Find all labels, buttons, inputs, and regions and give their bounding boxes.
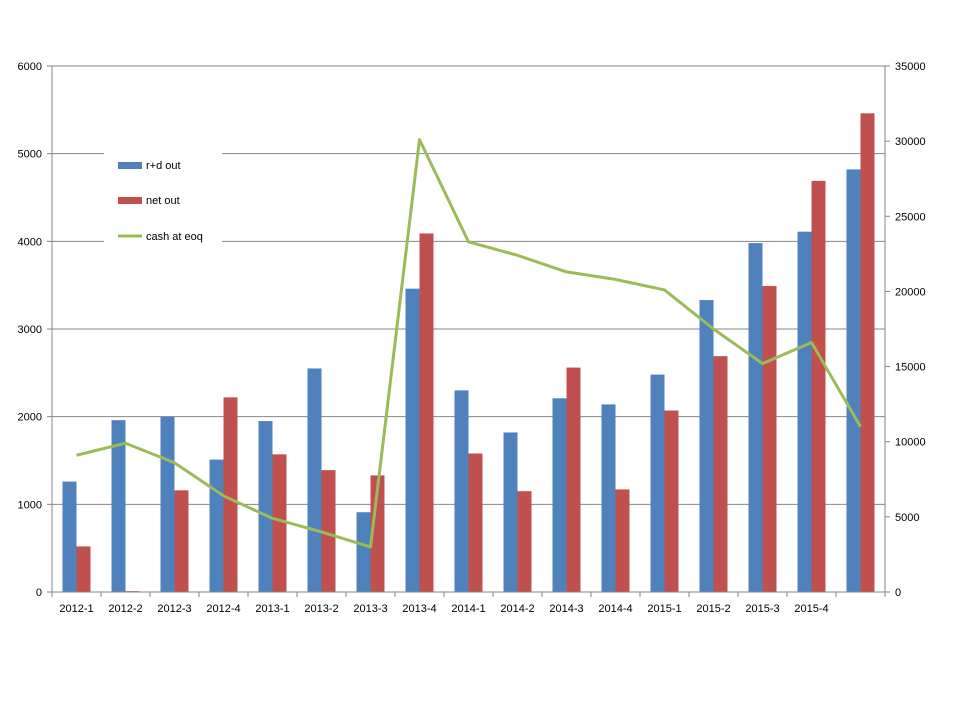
legend: r+d out net out cash at eoq [104, 153, 222, 245]
bar-net-out-15 [812, 181, 826, 592]
bar-r-d-out-13 [700, 300, 714, 592]
left-axis-ticks: 0 1000 2000 3000 4000 5000 6000 [18, 61, 52, 599]
right-tick-label: 25000 [895, 211, 926, 223]
bar-r-d-out-10 [553, 398, 567, 592]
legend-label-net-out: net out [146, 195, 180, 207]
legend-label-rd-out: r+d out [146, 160, 181, 172]
right-tick-label: 20000 [895, 286, 926, 298]
bar-r-d-out-11 [602, 404, 616, 592]
x-tick-label: 2013-4 [402, 603, 436, 615]
legend-swatch-net-out [118, 197, 142, 204]
bar-r-d-out-4 [259, 421, 273, 592]
bar-r-d-out-7 [406, 289, 420, 592]
left-tick-label: 3000 [18, 324, 42, 336]
x-tick-label: 2015-1 [647, 603, 681, 615]
left-tick-label: 1000 [18, 499, 42, 511]
bar-r-d-out-2 [161, 417, 175, 592]
right-axis-ticks: 0 5000 10000 15000 20000 25000 30000 35000 [885, 61, 926, 599]
x-tick-label: 2014-2 [500, 603, 534, 615]
left-tick-label: 4000 [18, 236, 42, 248]
bar-r-d-out-5 [308, 368, 322, 592]
bar-net-out-12 [665, 411, 679, 592]
bar-r-d-out-15 [798, 232, 812, 592]
right-tick-label: 5000 [895, 512, 919, 524]
x-tick-label: 2013-2 [304, 603, 338, 615]
x-tick-label: 2015-4 [794, 603, 828, 615]
x-tick-label: 2014-4 [598, 603, 632, 615]
bar-r-d-out-9 [504, 432, 518, 592]
right-tick-label: 10000 [895, 437, 926, 449]
bar-net-out-11 [616, 489, 630, 592]
bar-r-d-out-8 [455, 390, 469, 592]
x-tick-label: 2012-2 [108, 603, 142, 615]
bar-net-out-10 [567, 368, 581, 592]
x-tick-label: 2015-2 [696, 603, 730, 615]
left-tick-label: 2000 [18, 412, 42, 424]
bar-net-out-9 [518, 491, 532, 592]
bar-net-out-7 [420, 233, 434, 592]
bar-net-out-16 [861, 113, 875, 592]
left-tick-label: 5000 [18, 149, 42, 161]
bar-r-d-out-14 [749, 243, 763, 592]
bar-r-d-out-16 [847, 169, 861, 592]
right-tick-label: 15000 [895, 362, 926, 374]
bar-net-out-0 [77, 546, 91, 592]
x-tick-label: 2013-1 [255, 603, 289, 615]
x-tick-label: 2012-1 [59, 603, 93, 615]
legend-swatch-rd-out [118, 162, 142, 169]
bar-r-d-out-0 [63, 482, 77, 592]
x-tick-label: 2012-3 [157, 603, 191, 615]
x-axis-ticks: 2012-1 2012-2 2012-3 2012-4 2013-1 2013-2 2013… [52, 592, 885, 615]
x-tick-label: 2013-3 [353, 603, 387, 615]
x-tick-label: 2012-4 [206, 603, 240, 615]
x-tick-label: 2015-3 [745, 603, 779, 615]
legend-label-cash-at-eoq: cash at eoq [146, 231, 203, 243]
right-tick-label: 0 [895, 587, 901, 599]
bar-r-d-out-12 [651, 375, 665, 592]
bar-r-d-out-6 [357, 512, 371, 592]
bar-r-d-out-3 [210, 460, 224, 592]
right-tick-label: 35000 [895, 61, 926, 73]
x-tick-label: 2014-3 [549, 603, 583, 615]
bar-net-out-8 [469, 453, 483, 592]
bar-net-out-14 [763, 286, 777, 592]
bar-net-out-3 [224, 397, 238, 592]
right-tick-label: 30000 [895, 136, 926, 148]
left-tick-label: 0 [36, 587, 42, 599]
bar-net-out-13 [714, 356, 728, 592]
left-tick-label: 6000 [18, 61, 42, 73]
x-tick-label: 2014-1 [451, 603, 485, 615]
bar-net-out-2 [175, 490, 189, 592]
